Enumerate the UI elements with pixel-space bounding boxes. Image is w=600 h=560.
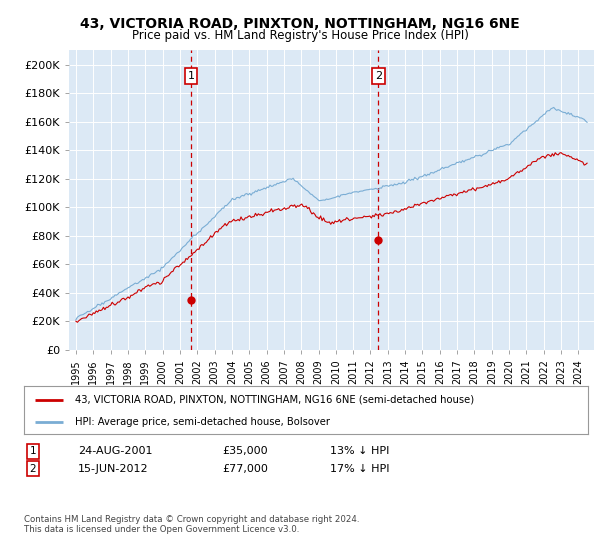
- Text: £77,000: £77,000: [222, 464, 268, 474]
- Text: 43, VICTORIA ROAD, PINXTON, NOTTINGHAM, NG16 6NE (semi-detached house): 43, VICTORIA ROAD, PINXTON, NOTTINGHAM, …: [75, 395, 474, 405]
- Text: 24-AUG-2001: 24-AUG-2001: [78, 446, 152, 456]
- Text: 2: 2: [375, 71, 382, 81]
- Text: 1: 1: [187, 71, 194, 81]
- Text: 43, VICTORIA ROAD, PINXTON, NOTTINGHAM, NG16 6NE: 43, VICTORIA ROAD, PINXTON, NOTTINGHAM, …: [80, 17, 520, 31]
- Text: This data is licensed under the Open Government Licence v3.0.: This data is licensed under the Open Gov…: [24, 525, 299, 534]
- Text: 2: 2: [29, 464, 37, 474]
- Text: Contains HM Land Registry data © Crown copyright and database right 2024.: Contains HM Land Registry data © Crown c…: [24, 515, 359, 524]
- Text: 1: 1: [29, 446, 37, 456]
- Text: HPI: Average price, semi-detached house, Bolsover: HPI: Average price, semi-detached house,…: [75, 417, 330, 427]
- Text: 17% ↓ HPI: 17% ↓ HPI: [330, 464, 389, 474]
- Text: 13% ↓ HPI: 13% ↓ HPI: [330, 446, 389, 456]
- Text: £35,000: £35,000: [222, 446, 268, 456]
- Text: 15-JUN-2012: 15-JUN-2012: [78, 464, 149, 474]
- Text: Price paid vs. HM Land Registry's House Price Index (HPI): Price paid vs. HM Land Registry's House …: [131, 29, 469, 42]
